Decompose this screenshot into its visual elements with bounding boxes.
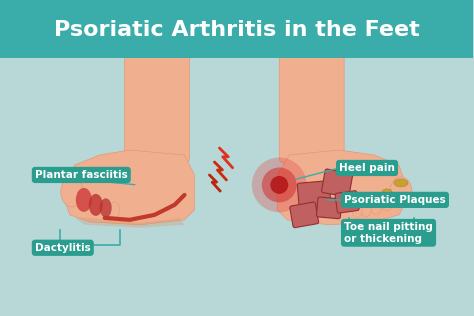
FancyBboxPatch shape <box>335 191 359 213</box>
Text: Plantar fasciitis: Plantar fasciitis <box>35 170 128 180</box>
Ellipse shape <box>78 189 92 211</box>
Ellipse shape <box>76 188 92 212</box>
Text: Dactylitis: Dactylitis <box>35 243 91 253</box>
FancyBboxPatch shape <box>125 53 190 163</box>
Ellipse shape <box>109 202 120 218</box>
Ellipse shape <box>370 195 382 215</box>
Ellipse shape <box>90 195 102 215</box>
Polygon shape <box>277 150 407 225</box>
FancyBboxPatch shape <box>321 169 353 197</box>
Ellipse shape <box>390 177 412 207</box>
FancyBboxPatch shape <box>290 202 319 228</box>
Ellipse shape <box>100 199 111 217</box>
Text: Toe nail pitting
or thickening: Toe nail pitting or thickening <box>344 222 433 244</box>
Ellipse shape <box>394 179 408 187</box>
Ellipse shape <box>89 194 103 216</box>
Ellipse shape <box>362 198 370 202</box>
Polygon shape <box>75 218 184 228</box>
Ellipse shape <box>270 176 288 194</box>
Text: Heel pain: Heel pain <box>339 163 395 173</box>
Ellipse shape <box>100 198 112 217</box>
Ellipse shape <box>380 189 394 211</box>
Ellipse shape <box>382 189 392 195</box>
Ellipse shape <box>262 167 297 202</box>
Bar <box>0 0 473 58</box>
Text: Psoriatic Plaques: Psoriatic Plaques <box>344 195 446 205</box>
Ellipse shape <box>252 157 307 212</box>
Polygon shape <box>65 150 194 225</box>
FancyBboxPatch shape <box>317 197 342 219</box>
Ellipse shape <box>352 202 362 218</box>
Text: Psoriatic Arthritis in the Feet: Psoriatic Arthritis in the Feet <box>54 20 419 40</box>
FancyBboxPatch shape <box>279 53 344 163</box>
Ellipse shape <box>372 194 381 199</box>
Ellipse shape <box>361 199 372 217</box>
Ellipse shape <box>354 200 361 204</box>
FancyBboxPatch shape <box>297 181 331 209</box>
Ellipse shape <box>61 177 83 207</box>
